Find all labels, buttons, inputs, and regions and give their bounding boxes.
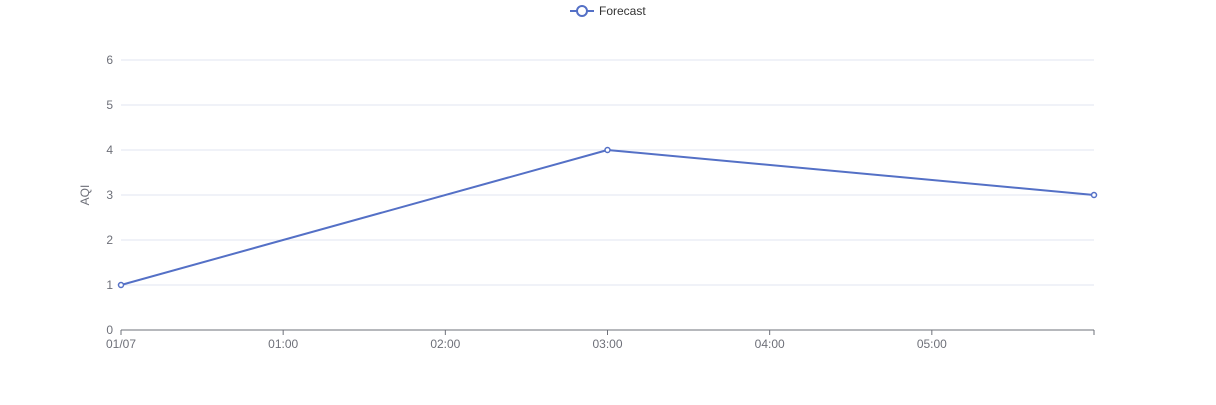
series-line (120, 149, 1095, 286)
y-axis-tick-labels: 0 1 2 3 4 5 6 (106, 53, 113, 337)
y-tick-label: 1 (106, 278, 113, 292)
y-tick-label: 0 (106, 323, 113, 337)
y-tick-label: 6 (106, 53, 113, 67)
legend-circle-marker (576, 5, 588, 17)
y-tick-label: 2 (106, 233, 113, 247)
x-tick-label: 01/07 (106, 337, 136, 351)
x-tick-label: 01:00 (268, 337, 298, 351)
y-tick-label: 3 (106, 188, 113, 202)
data-point[interactable] (604, 146, 611, 154)
y-axis-title: AQI (78, 185, 92, 206)
y-tick-label: 5 (106, 98, 113, 112)
data-point[interactable] (1090, 191, 1098, 199)
x-tick-label: 04:00 (755, 337, 785, 351)
x-tick-label: 02:00 (430, 337, 460, 351)
x-tick-label: 03:00 (592, 337, 622, 351)
legend[interactable]: Forecast (570, 4, 646, 18)
gridlines (121, 59, 1094, 286)
legend-item-label: Forecast (599, 4, 646, 18)
data-point[interactable] (117, 281, 125, 289)
x-axis-tick-labels: 01/07 01:00 02:00 03:00 04:00 05:00 (106, 337, 947, 351)
x-axis (120, 329, 1095, 335)
y-tick-label: 4 (106, 143, 113, 157)
series-layer (117, 146, 1098, 289)
x-tick-label: 05:00 (917, 337, 947, 351)
